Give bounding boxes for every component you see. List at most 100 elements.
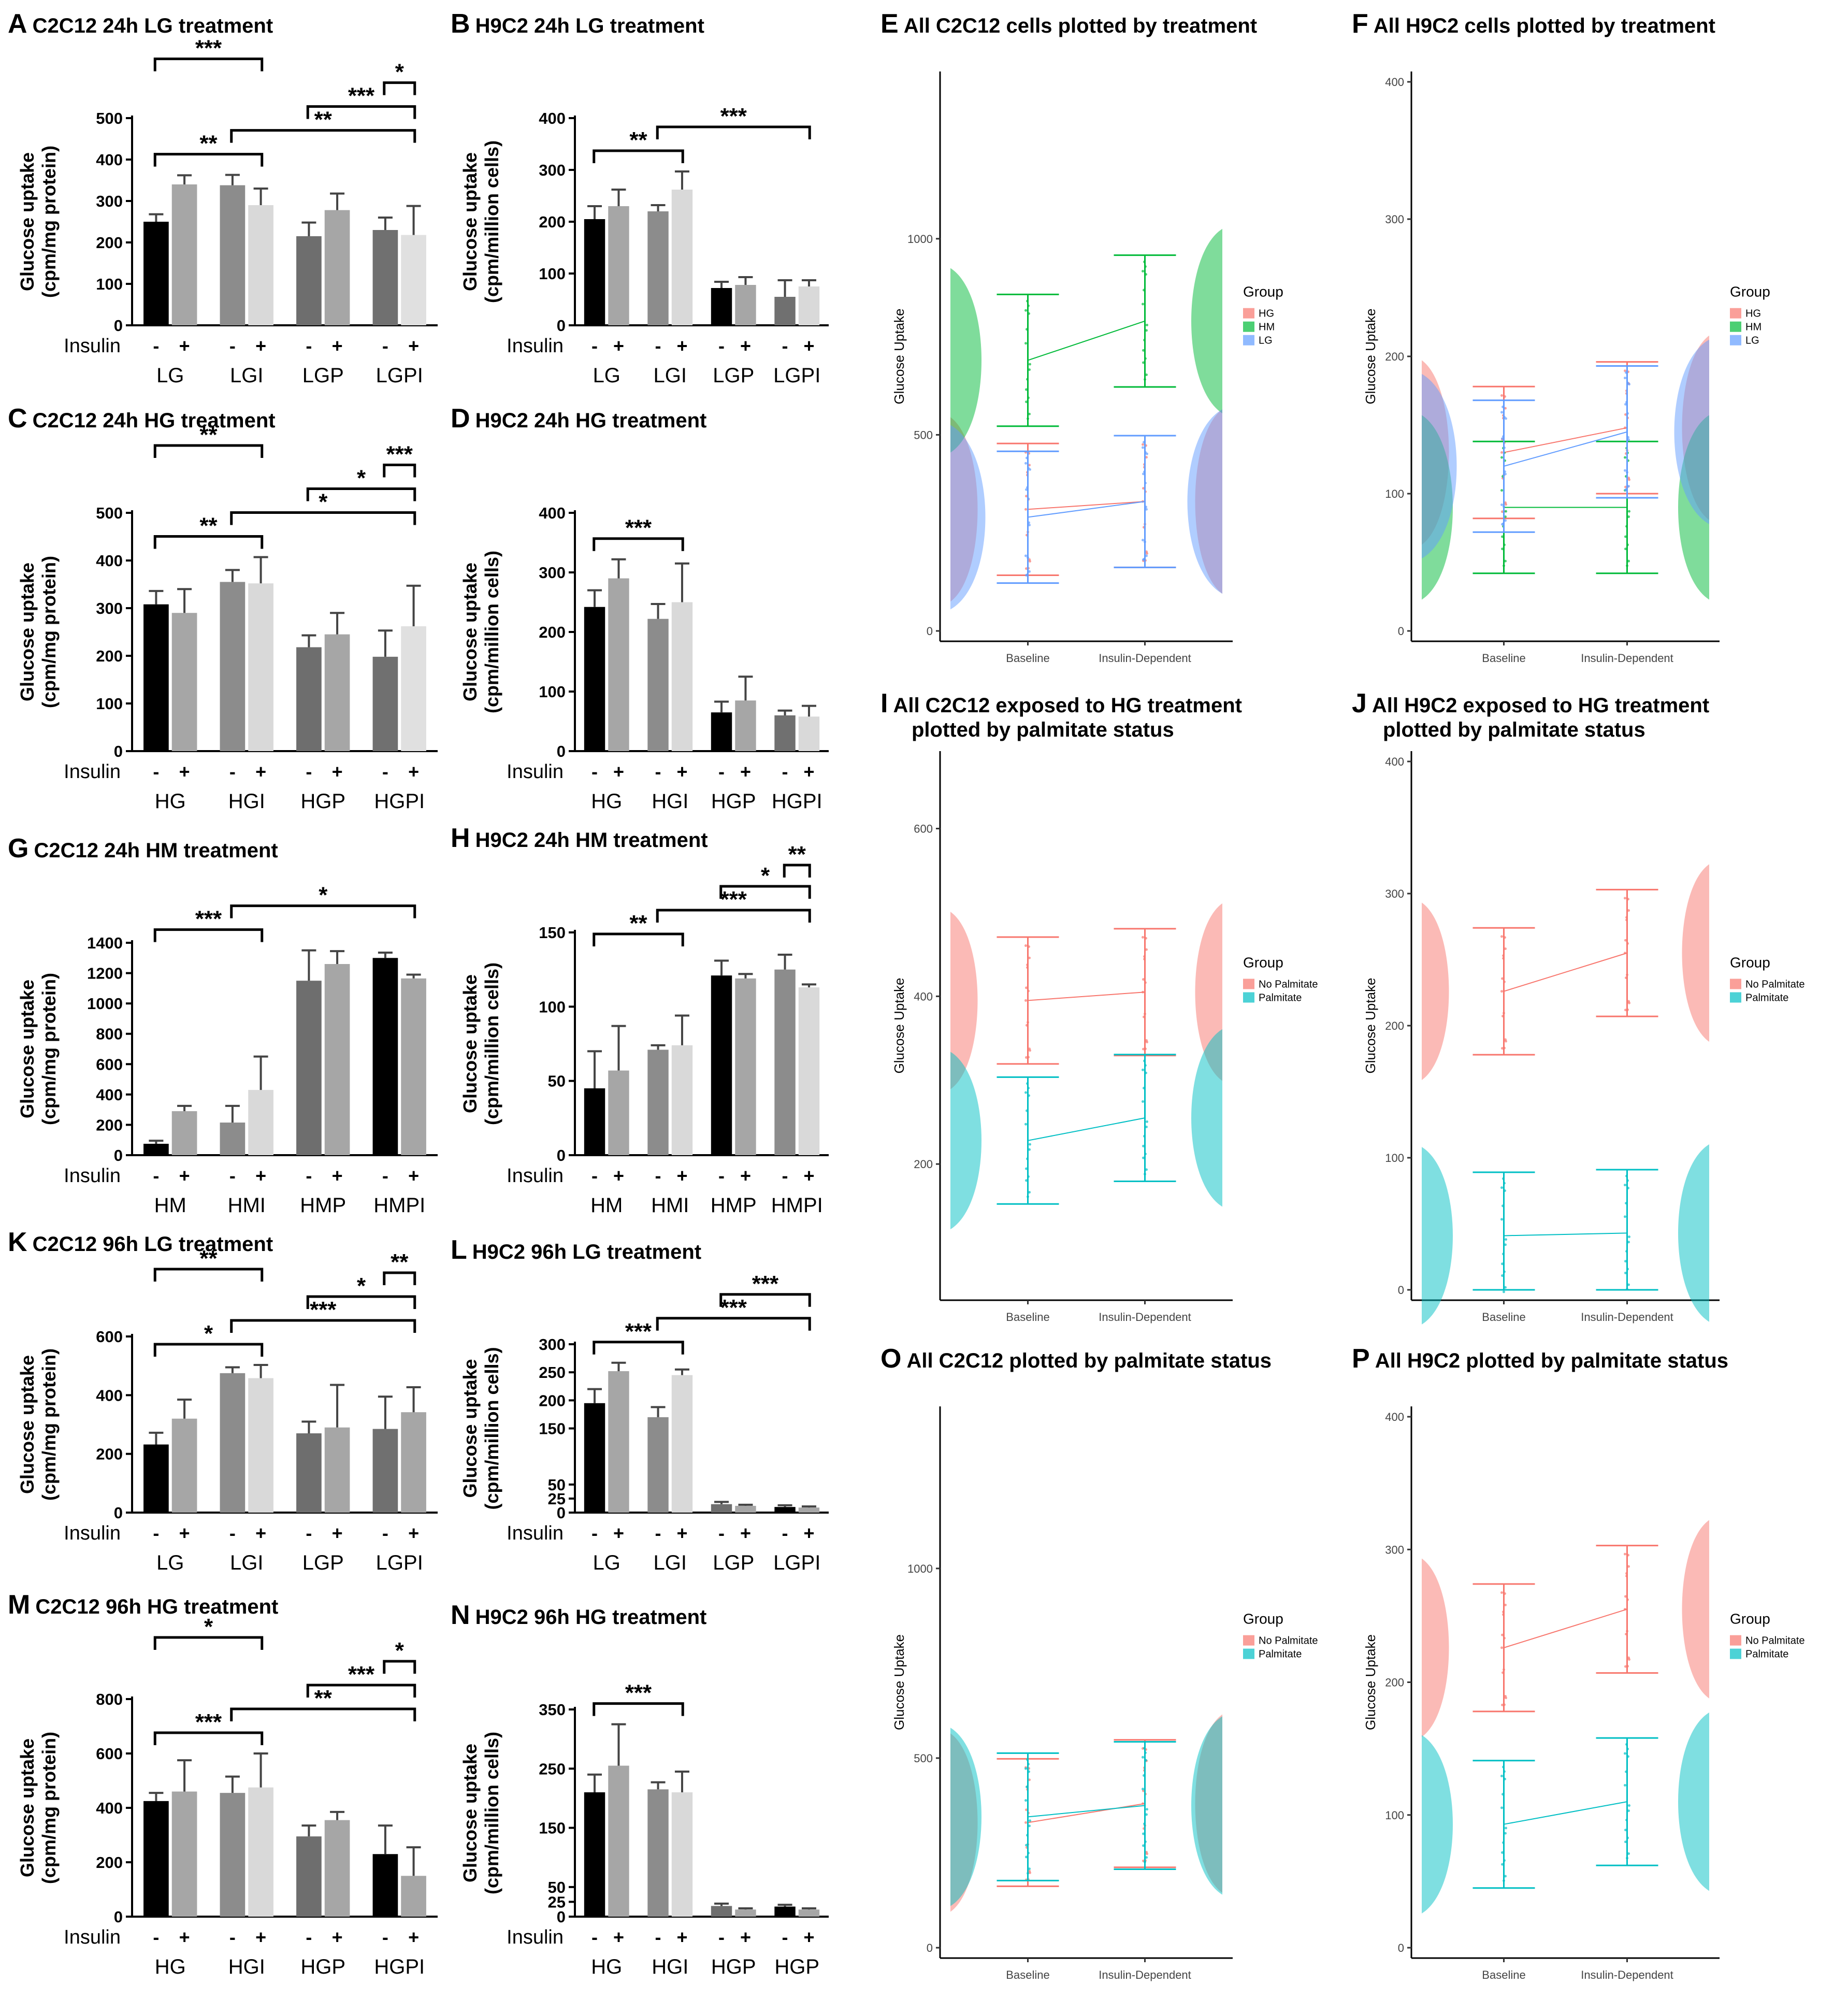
data-point bbox=[1026, 456, 1028, 459]
data-point bbox=[1028, 570, 1031, 573]
data-point bbox=[1627, 477, 1630, 480]
significance-bracket bbox=[656, 909, 811, 923]
data-point bbox=[1502, 1015, 1504, 1018]
group-label: LGP bbox=[713, 1551, 754, 1574]
bar bbox=[735, 285, 756, 325]
panel-B-title: B H9C2 24h LG treatment bbox=[451, 9, 704, 39]
violin-half bbox=[1422, 1147, 1453, 1325]
insulin-sign: + bbox=[613, 1522, 624, 1544]
legend-swatch bbox=[1730, 1635, 1741, 1646]
insulin-label: Insulin bbox=[507, 335, 564, 357]
insulin-label: Insulin bbox=[64, 1522, 121, 1544]
group-label: LG bbox=[156, 364, 184, 387]
y-tick-label: 100 bbox=[1385, 1152, 1404, 1164]
bar bbox=[220, 1373, 246, 1513]
significance-label: *** bbox=[625, 1680, 652, 1706]
data-point bbox=[1503, 1636, 1506, 1640]
bar bbox=[220, 1123, 246, 1155]
data-point bbox=[1142, 303, 1144, 306]
data-point bbox=[1625, 1174, 1628, 1177]
insulin-sign: + bbox=[613, 1926, 624, 1948]
y-axis-label: (cpm/mg protein) bbox=[38, 556, 60, 708]
data-point bbox=[1627, 515, 1630, 519]
data-point bbox=[1625, 1202, 1627, 1205]
significance-label: *** bbox=[625, 515, 652, 541]
data-point bbox=[1142, 1156, 1145, 1159]
data-point bbox=[1145, 1071, 1147, 1074]
group-label: LGI bbox=[230, 364, 263, 387]
data-point bbox=[1504, 1592, 1506, 1595]
significance-label: *** bbox=[625, 1319, 652, 1344]
insulin-sign: + bbox=[803, 335, 814, 356]
insulin-label: Insulin bbox=[64, 1165, 121, 1187]
group-label: LG bbox=[156, 1551, 184, 1574]
data-point bbox=[1504, 407, 1507, 410]
significance-bracket bbox=[656, 125, 811, 139]
y-tick-label: 0 bbox=[1398, 625, 1404, 638]
y-axis-label: Glucose uptake bbox=[17, 980, 38, 1118]
y-tick-label: 600 bbox=[96, 1328, 123, 1346]
significance-bracket bbox=[230, 1319, 416, 1333]
data-point bbox=[1142, 446, 1144, 449]
data-point bbox=[1025, 1056, 1028, 1059]
mean-connector bbox=[1028, 501, 1145, 510]
group-label: HGPI bbox=[374, 1955, 425, 1978]
insulin-sign: - bbox=[306, 335, 312, 356]
y-axis-label: (cpm/mg protein) bbox=[38, 973, 60, 1125]
data-point bbox=[1504, 947, 1507, 951]
data-point bbox=[1501, 1863, 1504, 1866]
significance-bracket bbox=[383, 1271, 416, 1285]
data-point bbox=[1627, 485, 1630, 488]
data-point bbox=[1144, 1840, 1147, 1843]
significance-label: * bbox=[761, 863, 770, 888]
data-point bbox=[1027, 1086, 1030, 1089]
panel-J: J All H9C2 exposed to HG treatment plotted… bbox=[1352, 689, 1844, 1336]
bar bbox=[671, 1792, 693, 1917]
data-point bbox=[1025, 495, 1028, 498]
data-point bbox=[1501, 977, 1504, 980]
data-point bbox=[1026, 1024, 1028, 1027]
bar bbox=[372, 656, 398, 751]
data-point bbox=[1025, 986, 1028, 989]
panel-D-title: D H9C2 24h HG treatment bbox=[451, 404, 707, 434]
violin-half bbox=[1422, 1558, 1449, 1737]
y-tick-label: 0 bbox=[557, 1908, 566, 1926]
group-label: HGP bbox=[300, 1955, 345, 1978]
data-point bbox=[1025, 1856, 1028, 1859]
data-point bbox=[1624, 1184, 1626, 1187]
bar bbox=[296, 236, 322, 325]
significance-bracket bbox=[593, 149, 684, 163]
bar bbox=[171, 1111, 197, 1155]
insulin-label: Insulin bbox=[507, 1926, 564, 1948]
data-point bbox=[1501, 437, 1504, 440]
y-tick-label: 600 bbox=[96, 1055, 123, 1073]
significance-bracket bbox=[719, 1293, 811, 1307]
panel-L-title: L H9C2 96h LG treatment bbox=[451, 1235, 702, 1265]
bar bbox=[798, 1507, 820, 1513]
data-point bbox=[1502, 522, 1505, 525]
data-point bbox=[1501, 1703, 1504, 1706]
data-point bbox=[1626, 564, 1628, 567]
bar bbox=[220, 185, 246, 325]
mean-connector bbox=[1028, 1803, 1145, 1823]
significance-bracket bbox=[593, 1702, 684, 1716]
data-point bbox=[1028, 521, 1030, 524]
y-axis-label: (cpm/mg protein) bbox=[38, 146, 60, 298]
panel-A-title: A C2C12 24h LG treatment bbox=[8, 9, 273, 39]
panel-J-chart: 0 100 200 300 400 Glucose Uptake Baseline Insul… bbox=[1363, 751, 1805, 1325]
data-point bbox=[1627, 898, 1629, 901]
y-tick-label: 200 bbox=[1385, 1019, 1404, 1032]
insulin-sign: + bbox=[179, 761, 190, 782]
data-point bbox=[1144, 378, 1146, 381]
bar bbox=[296, 1433, 322, 1513]
data-point bbox=[1505, 1827, 1507, 1830]
insulin-sign: - bbox=[229, 1522, 236, 1544]
insulin-sign: + bbox=[179, 1522, 190, 1544]
group-label: LGI bbox=[654, 1551, 687, 1574]
data-point bbox=[1145, 373, 1148, 377]
y-tick-label: 25 bbox=[548, 1893, 566, 1911]
bar bbox=[171, 613, 197, 751]
y-tick-label: 400 bbox=[96, 1799, 123, 1817]
group-label: HGI bbox=[228, 1955, 265, 1978]
y-axis-label: Glucose uptake bbox=[459, 152, 481, 291]
